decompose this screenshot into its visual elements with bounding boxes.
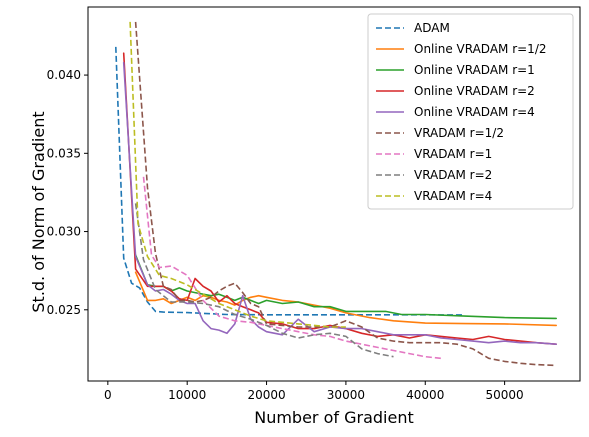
x-tick-label: 0 [104,388,112,402]
series-line-adam [115,46,465,316]
y-axis-label: St.d. of Norm of Gradient [29,111,48,312]
legend-label-vradam-r-4: VRADAM r=4 [414,189,492,203]
y-tick-label: 0.040 [47,68,81,82]
series-line-vradam-r-2 [134,203,394,358]
y-tick-label: 0.025 [47,303,81,317]
legend-label-online-vradam-r-2: Online VRADAM r=2 [414,84,535,98]
plot-frame [87,6,581,382]
y-tick-label: 0.030 [47,225,81,239]
series-line-vradam-r-4 [129,21,346,328]
legend-label-online-vradam-r-1: Online VRADAM r=1 [414,63,535,77]
x-tick-label: 10000 [168,388,206,402]
series-line-vradam-r-1 [142,176,442,360]
legend: ADAM Online VRADAM r=1/2 Online VRADAM r=1… [367,13,574,210]
legend-box [367,13,574,210]
legend-label-vradam-r-1: VRADAM r=1 [414,147,492,161]
legend-label-vradam-r-2: VRADAM r=2 [414,168,492,182]
series-line-online-vradam-r-4 [122,61,557,345]
series-line-vradam-r-1-2 [134,21,557,367]
legend-label-online-vradam-r-1-2: Online VRADAM r=1/2 [414,42,547,56]
y-tick-label: 0.035 [47,146,81,160]
legend-label-vradam-r-1-2: VRADAM r=1/2 [414,126,504,140]
legend-label-online-vradam-r-4: Online VRADAM r=4 [414,105,535,119]
x-tick-label: 20000 [247,388,285,402]
x-tick-label: 40000 [406,388,444,402]
x-tick-label: 50000 [486,388,524,402]
x-axis-label: Number of Gradient [254,408,414,427]
x-tick-label: 30000 [327,388,365,402]
legend-label-adam: ADAM [414,21,450,35]
axes: 0 10000 20000 30000 40000 50000 0.025 0.030 0.03… [47,6,581,402]
series-line-online-vradam-r-2 [122,52,557,345]
series-line-online-vradam-r-1 [134,254,557,320]
plot-area [115,21,557,367]
